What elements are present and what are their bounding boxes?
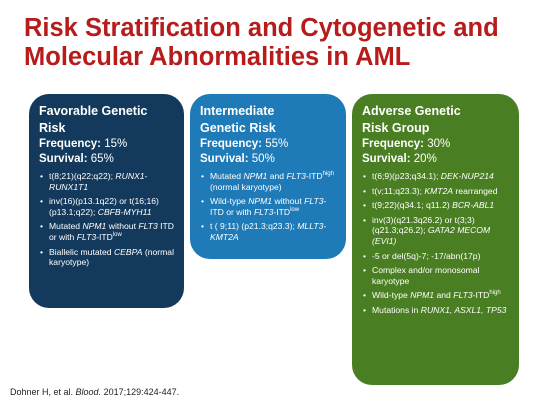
favorable-heading: Favorable Genetic Risk: [39, 103, 176, 137]
adverse-heading: Adverse Genetic Risk Group: [362, 103, 511, 137]
survival-value: 50%: [251, 153, 275, 165]
list-item: Biallelic mutated CEBPA (normal karyotyp…: [39, 247, 176, 268]
favorable-abnormalities-list: t(8;21)(q22;q22); RUNX1-RUNX1T1 inv(16)(…: [39, 171, 176, 268]
intermediate-survival: Survival: 50%: [200, 152, 338, 167]
favorable-risk-panel: Favorable Genetic Risk Frequency: 15% Su…: [29, 94, 184, 308]
intermediate-heading: Intermediate Genetic Risk: [200, 103, 338, 137]
intermediate-abnormalities-list: Mutated NPM1 and FLT3-ITDhigh (normal ka…: [200, 171, 338, 243]
list-item: t(6;9)(p23;q34.1); DEK-NUP214: [362, 171, 511, 182]
list-item: inv(16)(p13.1q22) or t(16;16)(p13.1;q22)…: [39, 196, 176, 217]
title-line-2: Molecular Abnormalities in AML: [24, 43, 411, 71]
intermediate-risk-panel: Intermediate Genetic Risk Frequency: 55%…: [190, 94, 346, 259]
favorable-frequency: Frequency: 15%: [39, 137, 176, 152]
adverse-risk-panel: Adverse Genetic Risk Group Frequency: 30…: [352, 94, 519, 385]
list-item: Complex and/or monosomal karyotype: [362, 265, 511, 286]
intermediate-heading-line-1: Intermediate: [200, 104, 275, 118]
list-item: t(8;21)(q22;q22); RUNX1-RUNX1T1: [39, 171, 176, 192]
frequency-label: Frequency:: [362, 138, 424, 150]
frequency-value: 30%: [427, 138, 451, 150]
intermediate-heading-line-2: Genetic Risk: [200, 121, 276, 135]
survival-label: Survival:: [200, 153, 249, 165]
adverse-survival: Survival: 20%: [362, 152, 511, 167]
frequency-value: 55%: [265, 138, 289, 150]
slide-title: Risk Stratification and Cytogenetic and …: [24, 14, 524, 72]
title-line-1: Risk Stratification and Cytogenetic and: [24, 14, 499, 42]
favorable-survival: Survival: 65%: [39, 152, 176, 167]
adverse-frequency: Frequency: 30%: [362, 137, 511, 152]
adverse-heading-line-1: Adverse Genetic: [362, 104, 461, 118]
list-item: Wild-type NPM1 without FLT3-ITD or with …: [200, 196, 338, 217]
intermediate-frequency: Frequency: 55%: [200, 137, 338, 152]
list-item: Mutated NPM1 without FLT3 ITD or with FL…: [39, 221, 176, 242]
frequency-label: Frequency:: [39, 138, 101, 150]
list-item: t(v;11;q23.3); KMT2A rearranged: [362, 186, 511, 197]
adverse-heading-line-2: Risk Group: [362, 121, 430, 135]
favorable-heading-line-1: Favorable Genetic: [39, 104, 148, 118]
frequency-value: 15%: [104, 138, 128, 150]
adverse-abnormalities-list: t(6;9)(p23;q34.1); DEK-NUP214 t(v;11;q23…: [362, 171, 511, 316]
favorable-heading-line-2: Risk: [39, 121, 66, 135]
survival-label: Survival:: [39, 153, 88, 165]
survival-label: Survival:: [362, 153, 411, 165]
list-item: t(9;22)(q34.1; q11.2) BCR-ABL1: [362, 200, 511, 211]
list-item: t ( 9;11) (p21.3;q23.3); MLLT3-KMT2A: [200, 221, 338, 242]
frequency-label: Frequency:: [200, 138, 262, 150]
list-item: -5 or del(5q)-7; -17/abn(17p): [362, 251, 511, 262]
list-item: Wild-type NPM1 and FLT3-ITDhigh: [362, 290, 511, 301]
citation: Dohner H, et al. Blood. 2017;129:424-447…: [10, 387, 180, 397]
list-item: inv(3)(q21.3q26.2) or t(3;3)(q21.3;q26.2…: [362, 215, 511, 247]
survival-value: 65%: [90, 153, 114, 165]
list-item: Mutations in RUNX1, ASXL1, TP53: [362, 305, 511, 316]
list-item: Mutated NPM1 and FLT3-ITDhigh (normal ka…: [200, 171, 338, 192]
survival-value: 20%: [413, 153, 437, 165]
